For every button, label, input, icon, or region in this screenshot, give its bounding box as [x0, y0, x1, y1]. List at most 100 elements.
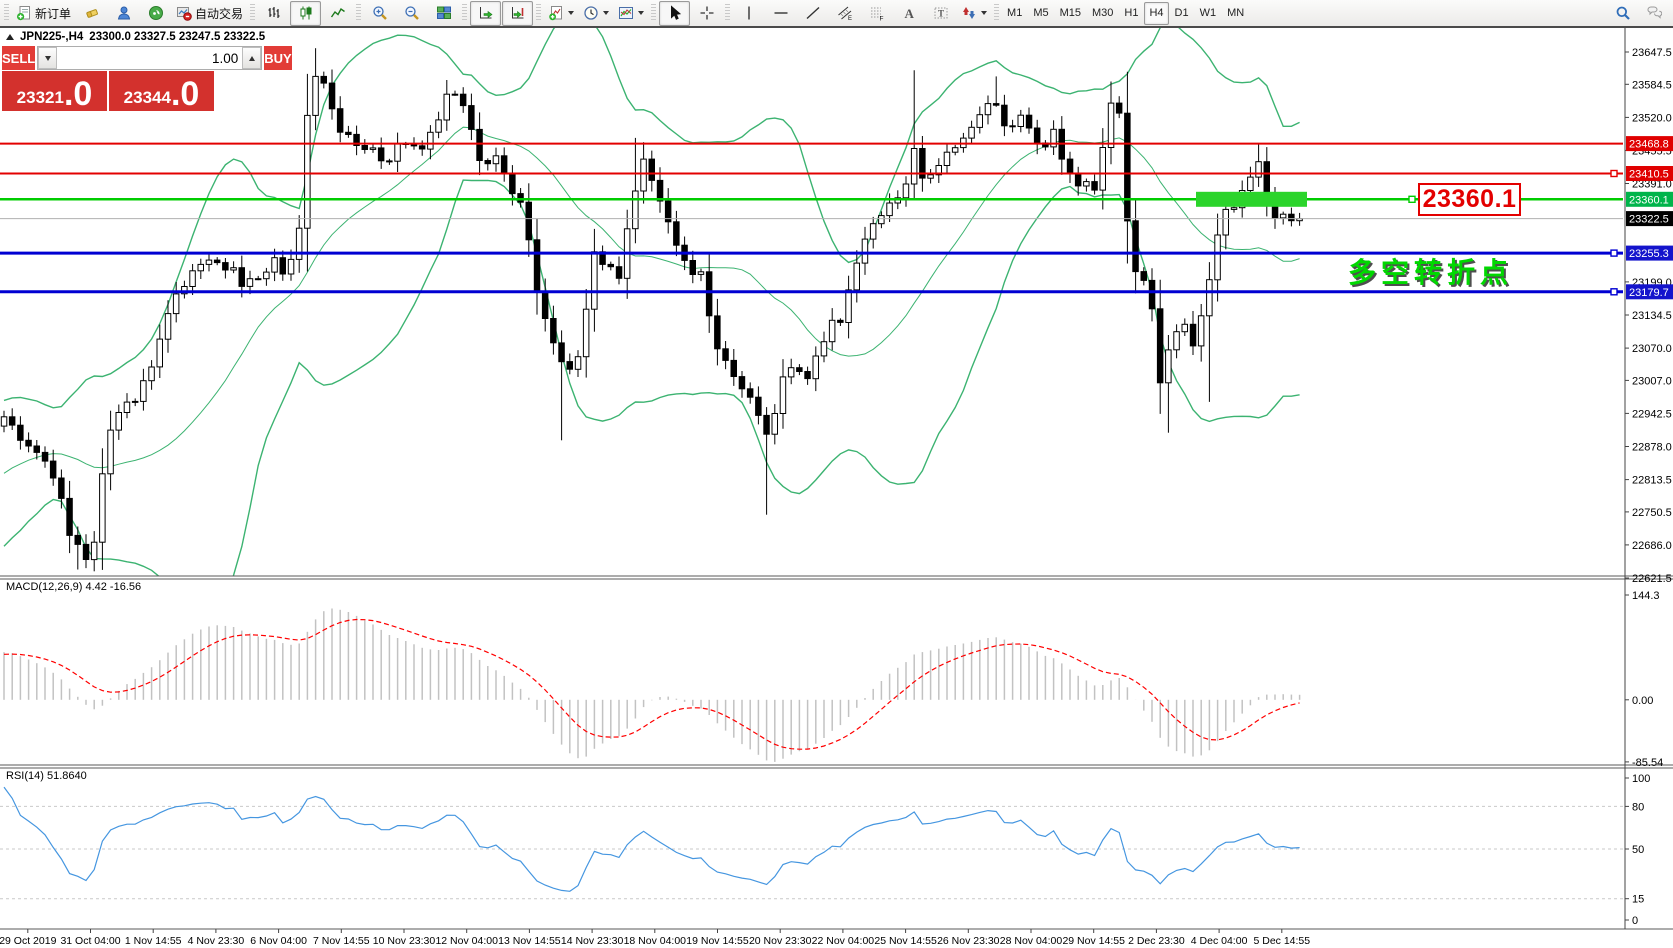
- timeframe-button-h1[interactable]: H1: [1124, 7, 1139, 19]
- dropdown-caret-icon[interactable]: [981, 11, 988, 15]
- shift-icon: [510, 5, 526, 21]
- buy-price[interactable]: 23344.0: [109, 71, 214, 111]
- equidistant-channel-button[interactable]: E: [829, 1, 860, 26]
- macd-indicator-label: MACD(12,26,9) 4.42 -16.56: [6, 581, 142, 593]
- price-badge-label: 23360.1: [1629, 194, 1669, 206]
- timeframe-button-h4[interactable]: H4: [1144, 1, 1169, 25]
- autotrade-button[interactable]: 自动交易: [172, 1, 247, 26]
- vline-icon: [741, 5, 757, 21]
- line-chart-button[interactable]: [322, 1, 353, 26]
- price-tick-label: 22813.5: [1632, 475, 1672, 487]
- toolbar-gripper: [725, 4, 731, 22]
- price-axis[interactable]: 23647.523584.523520.023455.523391.023199…: [1624, 28, 1673, 929]
- bar-chart-button[interactable]: [258, 1, 289, 26]
- templates-button[interactable]: [614, 1, 648, 26]
- zoom-out-button[interactable]: [396, 1, 427, 26]
- price-badge-label: 23468.8: [1629, 139, 1669, 151]
- new-order-button[interactable]: 新订单: [12, 1, 75, 26]
- highlight-zone-rect[interactable]: [1196, 191, 1307, 207]
- timeframe-button-w1[interactable]: W1: [1199, 7, 1217, 19]
- chart-shift-button[interactable]: [502, 0, 534, 26]
- indicators-button[interactable]: [544, 1, 578, 26]
- date-tick-label: 2 Dec 23:30: [1128, 935, 1185, 947]
- macd-tick-label: 144.3: [1632, 590, 1660, 602]
- trendline-button[interactable]: [797, 1, 828, 26]
- volume-decrease-button[interactable]: [38, 47, 58, 69]
- timeframe-button-mn[interactable]: MN: [1227, 7, 1245, 19]
- line-handle[interactable]: [1610, 288, 1618, 296]
- line-handle[interactable]: [1610, 249, 1618, 257]
- chat-button[interactable]: [1638, 1, 1669, 26]
- sell-button[interactable]: SELL: [2, 46, 38, 70]
- channel-icon: E: [837, 5, 853, 21]
- vertical-line-button[interactable]: [733, 1, 764, 26]
- arrows-button[interactable]: [957, 1, 991, 26]
- community-button[interactable]: [108, 1, 139, 26]
- price-tick-label: 23520.0: [1632, 112, 1672, 124]
- date-tick-label: 10 Nov 23:30: [373, 935, 436, 947]
- price-tick-label: 23070.0: [1632, 343, 1672, 355]
- rsi-line: [3, 786, 1300, 892]
- fibonacci-button[interactable]: F: [861, 1, 892, 26]
- chart-background: [0, 28, 1673, 948]
- text-button[interactable]: A: [893, 1, 924, 26]
- cursor-button[interactable]: [659, 0, 691, 26]
- price-tick-label: 22750.5: [1632, 507, 1672, 519]
- timeframe-button-m5[interactable]: M5: [1033, 7, 1049, 19]
- turning-point-annotation[interactable]: 多空转折点: [1348, 257, 1514, 288]
- price-tick-label: 22621.5: [1632, 573, 1672, 585]
- period-icon: [583, 5, 599, 21]
- volume-stepper: [37, 46, 263, 70]
- timeframe-button-m30[interactable]: M30: [1092, 7, 1114, 19]
- dropdown-caret-icon[interactable]: [568, 11, 575, 15]
- text-icon: A: [901, 5, 917, 21]
- toolbar-gripper: [4, 4, 9, 22]
- line-handle[interactable]: [1610, 169, 1618, 178]
- date-tick-label: 5 Dec 14:55: [1253, 935, 1310, 947]
- date-axis[interactable]: 29 Oct 2019 31 Oct 04:00 1 Nov 14:55 4 Nov …: [0, 929, 1310, 947]
- crosshair-button[interactable]: [691, 1, 722, 26]
- rsi-indicator-label: RSI(14) 51.8640: [6, 770, 87, 782]
- volume-increase-button[interactable]: [242, 47, 262, 69]
- price-badge-label: 23410.5: [1629, 169, 1669, 181]
- svg-text:T: T: [938, 9, 944, 19]
- timeframe-button-d1[interactable]: D1: [1174, 7, 1189, 19]
- autotrade-icon: [176, 5, 192, 21]
- date-tick-label: 29 Nov 14:55: [1062, 935, 1125, 947]
- periods-button[interactable]: [579, 1, 613, 26]
- buy-button[interactable]: BUY: [262, 46, 292, 70]
- date-tick-label: 14 Nov 23:30: [561, 935, 624, 947]
- fibo-icon: F: [869, 5, 885, 21]
- zoom-out-icon: [404, 5, 420, 21]
- timeframe-button-m1[interactable]: M1: [1007, 7, 1023, 19]
- dropdown-caret-icon[interactable]: [603, 11, 610, 15]
- date-tick-label: 19 Nov 14:55: [686, 935, 749, 947]
- horizontal-line-button[interactable]: [765, 1, 796, 26]
- search-button[interactable]: [1607, 1, 1638, 26]
- date-tick-label: 28 Nov 04:00: [1000, 935, 1063, 947]
- collapse-panel-arrow[interactable]: [6, 34, 14, 40]
- chart-area[interactable]: 23647.523584.523520.023455.523391.023199…: [0, 28, 1673, 948]
- dropdown-caret-icon[interactable]: [638, 11, 645, 15]
- line-handle[interactable]: [1408, 195, 1416, 204]
- text-label-button[interactable]: T: [925, 1, 956, 26]
- broadcast-button[interactable]: [140, 1, 171, 26]
- label-icon: T: [933, 5, 949, 21]
- volume-input[interactable]: [57, 47, 243, 69]
- date-tick-label: 22 Nov 04:00: [812, 935, 875, 947]
- timeframe-button-m15[interactable]: M15: [1059, 7, 1081, 19]
- tile-windows-button[interactable]: [428, 1, 459, 26]
- zoom-in-button[interactable]: [364, 1, 395, 26]
- community-icon: [116, 5, 132, 21]
- candlestick-button[interactable]: [290, 0, 322, 26]
- eraser-button[interactable]: [76, 1, 107, 26]
- macd-tick-label: -85.54: [1632, 757, 1663, 769]
- rsi-tick-label: 0: [1632, 915, 1638, 927]
- eraser-icon: [84, 5, 100, 21]
- sell-price-big-digits: .0: [63, 75, 93, 114]
- macd-signal-line: [3, 618, 1300, 750]
- price-badge: [1626, 166, 1673, 181]
- auto-scroll-button[interactable]: [470, 0, 502, 26]
- sell-price[interactable]: 23321.0: [2, 71, 107, 111]
- price-callout-label[interactable]: 23360.1: [1418, 183, 1521, 216]
